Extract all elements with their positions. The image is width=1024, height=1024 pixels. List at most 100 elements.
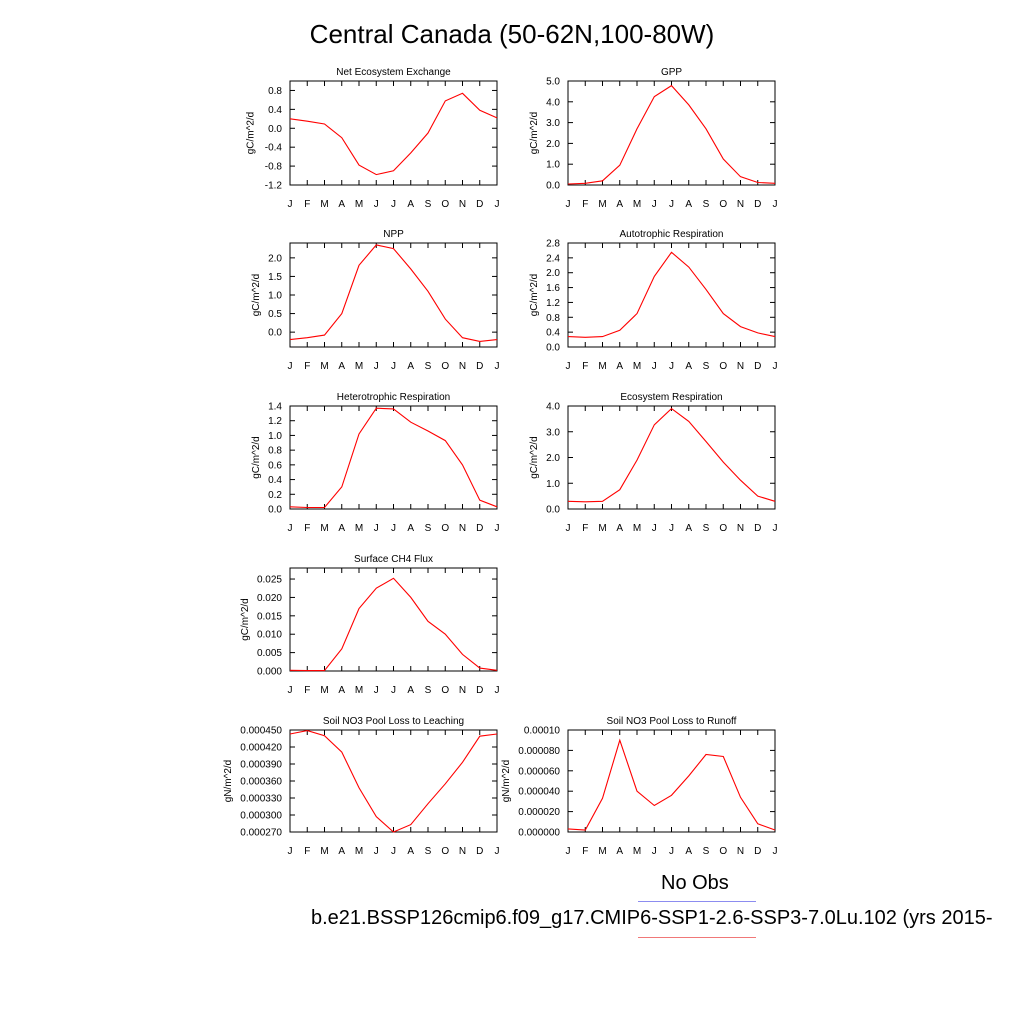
x-tick-label: D — [754, 523, 761, 534]
y-axis-label: gC/m^2/d — [529, 274, 540, 317]
x-tick-label: N — [459, 361, 466, 372]
x-tick-label: F — [304, 523, 310, 534]
x-tick-label: M — [355, 846, 363, 857]
x-tick-label: N — [737, 846, 744, 857]
plot-frame — [289, 567, 498, 672]
y-tick-label: 0.4 — [268, 105, 282, 116]
y-tick-label: 0.005 — [257, 648, 282, 659]
y-tick-label: 5.0 — [546, 77, 560, 88]
x-tick-label: O — [719, 361, 727, 372]
panel-5: J F M A M J J A S O N D J1.41.21.00.80.60.40.20.0Het… — [251, 392, 499, 534]
y-tick-label: 2.8 — [546, 239, 560, 250]
y-tick-label: 1.0 — [546, 479, 560, 490]
series-line — [567, 251, 776, 338]
x-tick-label: A — [685, 199, 692, 210]
y-tick-label: 0.4 — [268, 475, 282, 486]
y-tick-label: 0.000000 — [518, 828, 560, 839]
y-tick-label: 2.0 — [546, 453, 560, 464]
x-tick-label: F — [304, 199, 310, 210]
y-tick-label: 0.8 — [546, 313, 560, 324]
x-tick-label: O — [441, 846, 449, 857]
x-tick-label: J — [566, 361, 571, 372]
y-axis-label: gC/m^2/d — [240, 598, 251, 641]
y-axis-label: gN/m^2/d — [501, 760, 512, 803]
y-tick-label: 0.000060 — [518, 766, 560, 777]
x-tick-label: J — [374, 685, 379, 696]
y-tick-label: 2.0 — [546, 139, 560, 150]
x-tick-label: A — [407, 846, 414, 857]
y-tick-label: 0.000270 — [240, 828, 282, 839]
y-axis-label: gC/m^2/d — [529, 436, 540, 479]
y-tick-label: 0.000300 — [240, 811, 282, 822]
x-tick-label: S — [703, 523, 710, 534]
y-tick-label: 0.4 — [546, 328, 560, 339]
figure-title: Central Canada (50-62N,100-80W) — [309, 19, 715, 49]
x-tick-label: A — [616, 361, 623, 372]
x-tick-label: A — [407, 199, 414, 210]
y-tick-label: 3.0 — [546, 118, 560, 129]
x-tick-label: J — [773, 361, 778, 372]
x-tick-label: A — [685, 523, 692, 534]
y-tick-label: 1.0 — [268, 431, 282, 442]
x-tick-label: J — [669, 846, 674, 857]
x-tick-label: A — [338, 846, 345, 857]
x-tick-label: M — [598, 361, 606, 372]
x-tick-label: D — [476, 199, 483, 210]
x-tick-label: S — [703, 199, 710, 210]
x-tick-label: J — [288, 846, 293, 857]
x-tick-label: S — [703, 361, 710, 372]
x-tick-label: A — [338, 523, 345, 534]
x-tick-label: D — [754, 199, 761, 210]
x-tick-label: N — [459, 685, 466, 696]
y-axis-label: gC/m^2/d — [246, 112, 257, 155]
y-tick-label: -1.2 — [265, 181, 283, 192]
x-tick-label: J — [391, 361, 396, 372]
series-line — [567, 84, 776, 185]
x-tick-label: M — [633, 199, 641, 210]
x-tick-label: J — [288, 685, 293, 696]
y-tick-label: 1.2 — [546, 298, 560, 309]
x-tick-label: J — [288, 523, 293, 534]
y-tick-label: 0.000360 — [240, 777, 282, 788]
x-tick-label: J — [773, 846, 778, 857]
x-tick-label: O — [441, 361, 449, 372]
x-tick-label: J — [391, 846, 396, 857]
x-tick-label: N — [737, 199, 744, 210]
y-tick-label: 2.4 — [546, 253, 560, 264]
x-tick-label: M — [355, 199, 363, 210]
panel-title: NPP — [383, 229, 404, 240]
x-tick-label: J — [566, 523, 571, 534]
x-tick-label: S — [425, 199, 432, 210]
series-line — [289, 730, 498, 833]
x-tick-label: J — [288, 361, 293, 372]
panel-title: Autotrophic Respiration — [620, 229, 724, 240]
x-tick-label: N — [737, 361, 744, 372]
series-line — [289, 577, 498, 672]
x-tick-label: M — [355, 523, 363, 534]
x-tick-label: D — [754, 361, 761, 372]
x-tick-label: J — [773, 523, 778, 534]
y-axis-label: gN/m^2/d — [223, 760, 234, 803]
plot-frame — [289, 242, 498, 348]
y-tick-label: 1.0 — [268, 291, 282, 302]
x-tick-label: F — [582, 523, 588, 534]
y-tick-label: 2.0 — [268, 253, 282, 264]
x-tick-label: M — [633, 523, 641, 534]
y-tick-label: 0.8 — [268, 86, 282, 97]
x-tick-label: J — [669, 199, 674, 210]
plot-frame — [289, 405, 498, 510]
x-tick-label: F — [582, 199, 588, 210]
x-tick-label: J — [374, 846, 379, 857]
x-tick-label: A — [407, 361, 414, 372]
x-tick-label: J — [495, 846, 500, 857]
x-tick-label: J — [495, 685, 500, 696]
x-tick-label: J — [495, 361, 500, 372]
y-tick-label: 3.0 — [546, 427, 560, 438]
series-line — [567, 407, 776, 503]
series-line — [567, 738, 776, 831]
x-tick-label: F — [582, 361, 588, 372]
x-tick-label: J — [374, 523, 379, 534]
x-tick-label: M — [633, 361, 641, 372]
x-tick-label: J — [391, 523, 396, 534]
